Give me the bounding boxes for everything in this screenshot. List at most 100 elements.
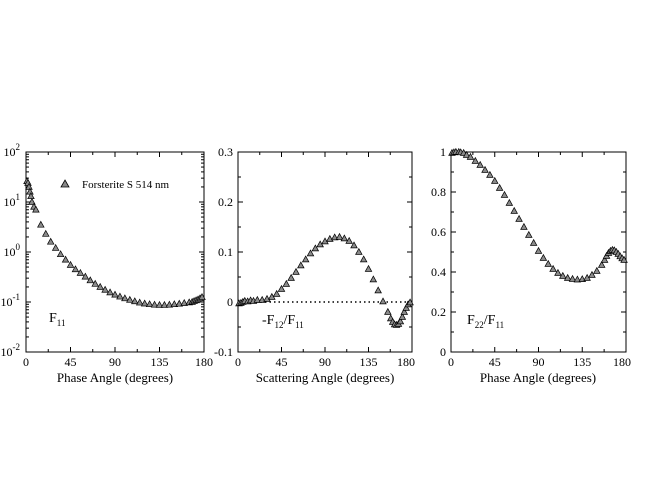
data-point <box>510 206 518 214</box>
panel-f11-ytick-labels: 102 101 100 10-1 10-2 <box>1 142 21 359</box>
xtick-label: 135 <box>573 355 591 369</box>
data-point <box>41 229 50 237</box>
ytick-label: 1 <box>440 145 446 159</box>
data-point <box>402 303 410 311</box>
data-point <box>27 192 35 200</box>
xtick-label: 45 <box>276 355 288 369</box>
data-point <box>398 312 407 320</box>
data-point <box>573 275 582 283</box>
xtick-label: 0 <box>235 355 241 369</box>
data-point <box>524 230 533 238</box>
ytick-label: 0.2 <box>218 195 233 209</box>
xtick-label: 45 <box>489 355 501 369</box>
data-point <box>335 232 344 240</box>
data-point <box>505 198 514 206</box>
data-point <box>51 243 60 251</box>
panel-f11-markers <box>23 177 206 308</box>
panel-f12-label: -F12/F11 <box>262 313 304 330</box>
xtick-label: 180 <box>195 355 213 369</box>
data-point <box>600 255 609 263</box>
data-point <box>282 279 291 287</box>
data-point <box>145 300 154 308</box>
data-point <box>86 276 95 284</box>
ytick-label: 0.3 <box>218 145 233 159</box>
data-point <box>539 253 548 261</box>
xtick-label: 90 <box>533 355 545 369</box>
data-point <box>345 236 353 244</box>
data-point <box>379 297 387 305</box>
panel-f22-ticks <box>450 151 627 353</box>
panel-f12-markers <box>235 232 414 328</box>
data-point <box>126 295 134 303</box>
data-point <box>198 293 206 300</box>
ytick-label: 0.6 <box>431 225 446 239</box>
data-point <box>180 298 189 306</box>
data-point <box>28 197 36 205</box>
data-point <box>71 265 80 273</box>
data-point <box>374 286 382 294</box>
data-point <box>150 300 159 308</box>
data-point <box>466 152 475 160</box>
data-point <box>563 273 572 281</box>
ytick-label: 102 <box>4 142 21 159</box>
data-point <box>56 250 65 258</box>
panel-f22-label: F22/F11 <box>467 313 504 330</box>
data-point <box>61 255 70 263</box>
ytick-label: 100 <box>4 242 21 259</box>
data-point <box>277 284 286 292</box>
ytick-label: 10-1 <box>1 292 21 309</box>
data-point <box>121 294 129 302</box>
data-point <box>406 298 414 306</box>
data-point <box>462 150 471 158</box>
data-point <box>25 182 33 190</box>
data-point <box>330 233 339 241</box>
data-point <box>369 275 378 283</box>
xtick-label: 90 <box>319 355 331 369</box>
data-point <box>486 170 494 178</box>
panel-f22-xlabel: Phase Angle (degrees) <box>480 370 596 385</box>
data-point <box>46 237 55 245</box>
data-point <box>287 273 295 281</box>
data-point <box>534 246 543 254</box>
data-point <box>292 267 300 275</box>
data-point <box>160 300 169 308</box>
data-point <box>272 289 281 297</box>
panel-f12: 0.3 0.2 0.1 0 -0.1 0 45 90 135 180 Scatt… <box>214 145 415 385</box>
data-point <box>111 290 119 298</box>
ytick-label: 0.4 <box>431 265 446 279</box>
data-point <box>500 190 509 198</box>
data-point <box>384 307 392 315</box>
data-point <box>66 260 75 268</box>
data-point <box>471 156 480 164</box>
data-point <box>96 282 104 290</box>
ytick-label: 0.1 <box>218 245 233 259</box>
data-point <box>350 241 358 249</box>
data-point <box>116 292 124 300</box>
data-point <box>306 249 315 257</box>
data-point <box>81 272 90 280</box>
xtick-label: 135 <box>151 355 169 369</box>
data-point <box>490 176 499 184</box>
data-point <box>76 268 85 276</box>
panel-f12-ticks <box>237 151 413 353</box>
ytick-label: 0.2 <box>431 305 446 319</box>
xtick-label: 180 <box>613 355 631 369</box>
data-point <box>359 255 368 263</box>
data-point <box>495 183 504 191</box>
data-point <box>155 300 164 308</box>
data-point <box>515 214 523 222</box>
data-point <box>529 238 538 246</box>
panel-f11-label: F11 <box>49 311 65 328</box>
panel-f11-xtick-labels: 0 45 90 135 180 <box>23 355 213 369</box>
data-point <box>175 299 184 307</box>
panel-f11-xlabel: Phase Angle (degrees) <box>57 370 173 385</box>
data-point <box>355 247 363 255</box>
xtick-label: 45 <box>65 355 77 369</box>
data-point <box>263 294 271 302</box>
legend: Forsterite S 514 nm <box>60 179 170 191</box>
xtick-label: 180 <box>397 355 415 369</box>
panel-f22-markers <box>448 147 628 283</box>
data-point <box>588 270 596 278</box>
legend-label: Forsterite S 514 nm <box>82 179 170 191</box>
data-point <box>559 271 567 279</box>
